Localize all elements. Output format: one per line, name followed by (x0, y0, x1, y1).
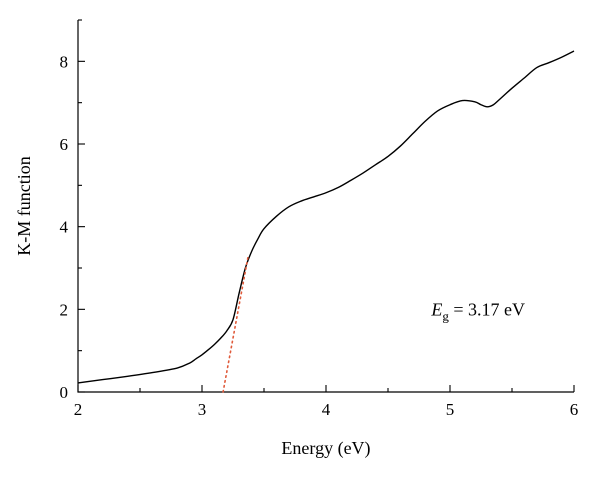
km-curve-line (77, 50, 575, 384)
x-tick-label: 6 (570, 400, 579, 419)
y-tick-label: 6 (60, 135, 69, 154)
x-axis-title: Energy (eV) (281, 438, 370, 459)
y-tick-label: 4 (60, 218, 69, 237)
tangent-fit-line (222, 256, 249, 393)
y-tick-label: 2 (60, 300, 69, 319)
axis-frame (77, 20, 574, 393)
x-tick-label: 4 (322, 400, 331, 419)
x-tick-label: 3 (198, 400, 207, 419)
y-axis-title: K-M function (14, 156, 34, 255)
x-tick-label: 5 (446, 400, 455, 419)
x-tick-label: 2 (74, 400, 83, 419)
band-gap-annotation: Eg = 3.17 eV (430, 299, 525, 323)
y-tick-label: 0 (60, 383, 69, 402)
y-tick-label: 8 (60, 52, 69, 71)
plot-area (77, 50, 575, 393)
